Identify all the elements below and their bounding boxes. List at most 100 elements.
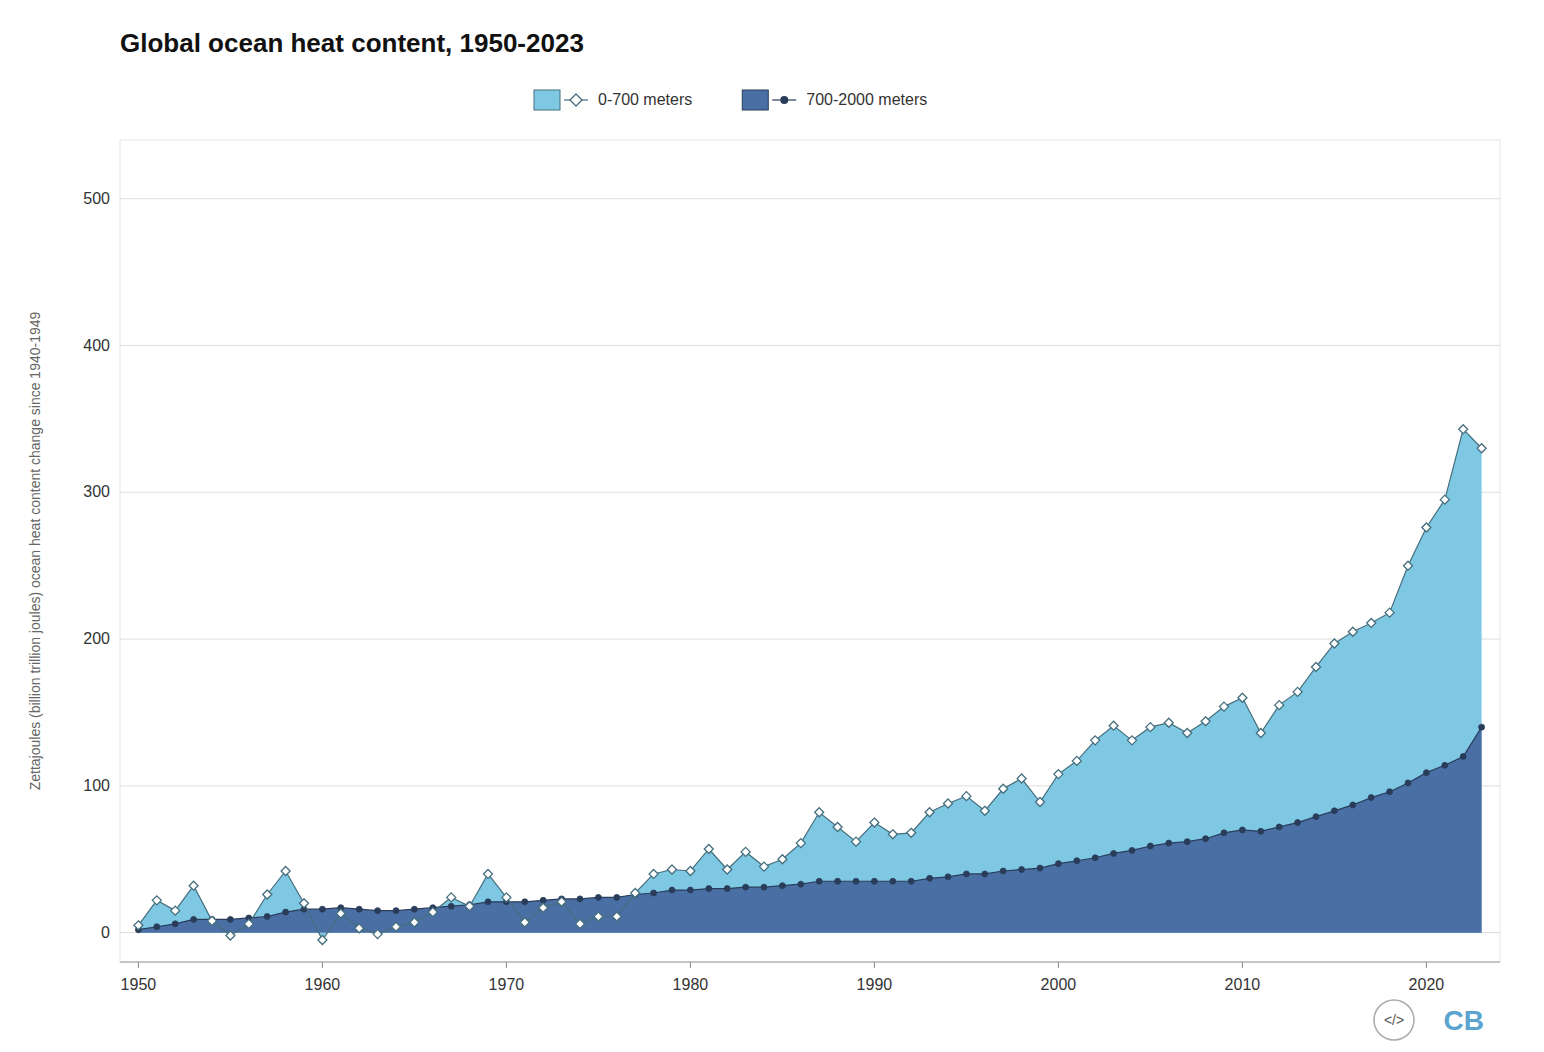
point: [852, 837, 861, 846]
point: [890, 878, 896, 884]
point: [1459, 425, 1468, 434]
page: {"chart_data": { "type": "area", "title"…: [0, 0, 1544, 1052]
point: [1109, 721, 1118, 730]
grid-line: [120, 492, 1500, 493]
point: [539, 903, 548, 912]
point: [761, 884, 767, 890]
point: [1037, 865, 1043, 871]
point: [668, 865, 677, 874]
point: [1203, 836, 1209, 842]
point: [980, 806, 989, 815]
point: [1330, 639, 1339, 648]
y-tick-label: 500: [83, 190, 110, 207]
point: [871, 878, 877, 884]
point: [1350, 802, 1356, 808]
point: [134, 921, 143, 930]
point: [191, 916, 197, 922]
point: [152, 896, 161, 905]
point: [908, 878, 914, 884]
legend-marker: [570, 94, 582, 106]
annotation: </>: [1384, 1012, 1404, 1028]
point: [1477, 444, 1486, 453]
x-tick-label: 1950: [121, 976, 157, 993]
point: [154, 924, 160, 930]
point: [706, 886, 712, 892]
point: [557, 897, 566, 906]
point: [1313, 814, 1319, 820]
x-tick-label: 1980: [673, 976, 709, 993]
point: [595, 894, 601, 900]
point: [1017, 774, 1026, 783]
point: [281, 866, 290, 875]
grid-line: [120, 345, 1500, 346]
point: [1036, 798, 1045, 807]
point: [1166, 840, 1172, 846]
point: [1423, 770, 1429, 776]
x-tick: [322, 962, 323, 968]
grid-line: [120, 198, 1500, 199]
y-tick-label: 0: [101, 924, 110, 941]
point: [226, 931, 235, 940]
x-tick-label: 2010: [1225, 976, 1261, 993]
point: [1258, 828, 1264, 834]
point: [1422, 523, 1431, 532]
legend: 0-700 meters700-2000 meters: [534, 90, 927, 110]
point: [1385, 608, 1394, 617]
point: [669, 887, 675, 893]
point: [447, 893, 456, 902]
point: [1367, 618, 1376, 627]
point: [1183, 729, 1192, 738]
point: [576, 919, 585, 928]
x-tick: [506, 962, 507, 968]
point: [612, 912, 621, 921]
point: [1054, 770, 1063, 779]
point: [963, 871, 969, 877]
point: [816, 878, 822, 884]
point: [1331, 808, 1337, 814]
point: [356, 906, 362, 912]
point: [1129, 847, 1135, 853]
point: [189, 881, 198, 890]
chart: Global ocean heat content, 1950-20230100…: [0, 0, 1544, 1052]
point: [1440, 495, 1449, 504]
point: [1276, 824, 1282, 830]
point: [687, 887, 693, 893]
point: [1368, 795, 1374, 801]
point: [704, 844, 713, 853]
point: [870, 818, 879, 827]
point: [723, 865, 732, 874]
point: [614, 894, 620, 900]
x-tick-label: 1960: [305, 976, 341, 993]
point: [760, 862, 769, 871]
point: [1256, 729, 1265, 738]
point: [227, 916, 233, 922]
plot-frame: [120, 140, 1500, 962]
point: [318, 935, 327, 944]
legend-swatch: [742, 90, 768, 110]
point: [907, 828, 916, 837]
point: [448, 903, 454, 909]
point: [1239, 827, 1245, 833]
point: [375, 908, 381, 914]
point: [1164, 718, 1173, 727]
point: [962, 792, 971, 801]
point: [649, 869, 658, 878]
x-tick-label: 1990: [857, 976, 893, 993]
point: [1238, 693, 1247, 702]
x-tick-label: 2020: [1409, 976, 1445, 993]
point: [520, 918, 529, 927]
point: [1293, 687, 1302, 696]
point: [1201, 717, 1210, 726]
point: [741, 847, 750, 856]
annotation: CB: [1444, 1005, 1484, 1036]
x-tick: [874, 962, 875, 968]
y-axis-label: Zettajoules (billion trillion joules) oc…: [27, 311, 43, 790]
point: [927, 875, 933, 881]
point: [1479, 724, 1485, 730]
point: [244, 919, 253, 928]
point: [1442, 762, 1448, 768]
point: [944, 799, 953, 808]
point: [208, 916, 217, 925]
series-line: [138, 429, 1481, 940]
point: [594, 912, 603, 921]
